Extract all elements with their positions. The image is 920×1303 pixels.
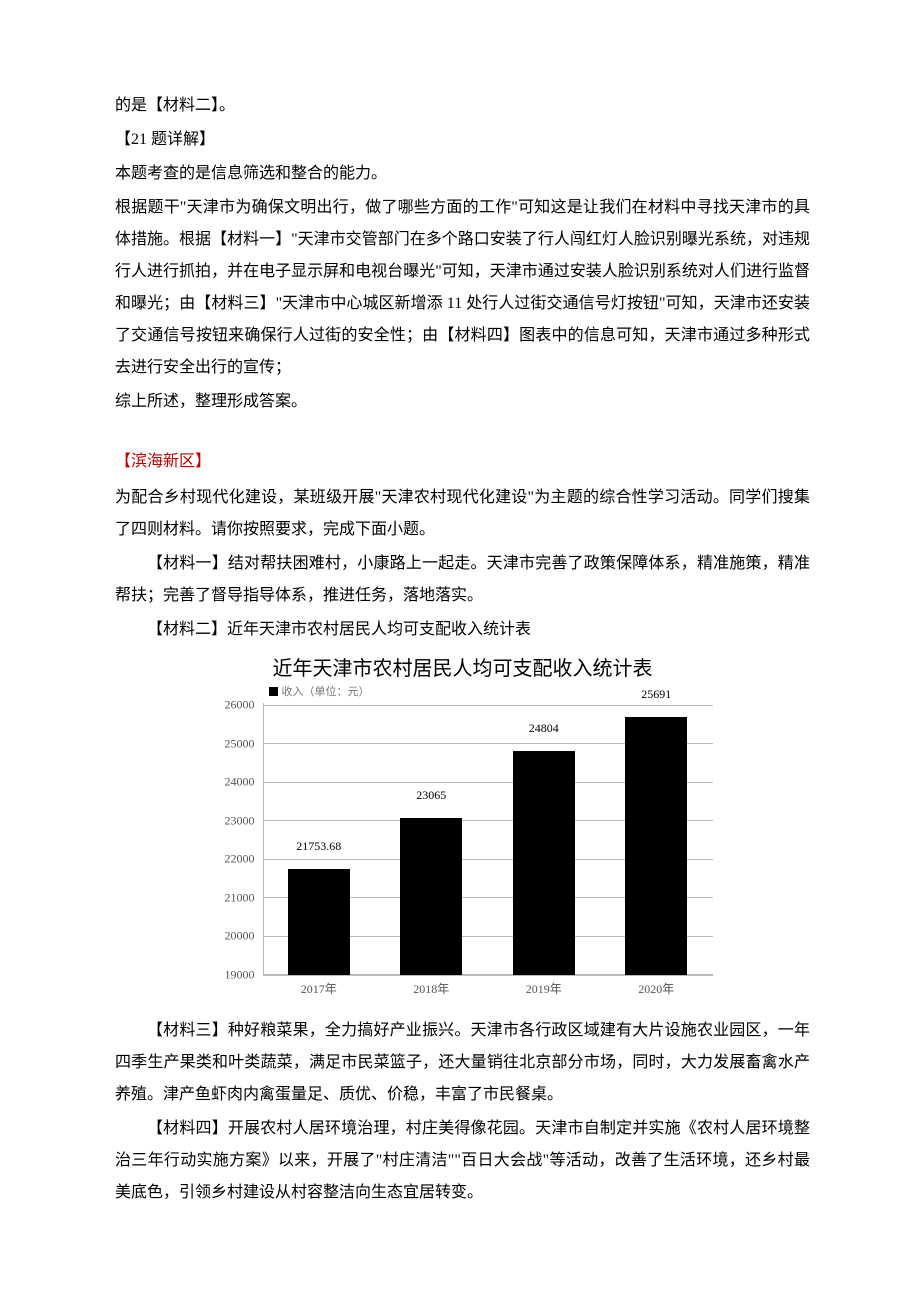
y-gridline xyxy=(263,705,713,706)
chart-plot-area: 收入（单位：元） 1900020000210002200023000240002… xyxy=(263,685,713,1005)
x-category-label: 2017年 xyxy=(301,980,337,997)
bar-value-label: 21753.68 xyxy=(296,839,341,854)
y-tick-label: 25000 xyxy=(205,736,255,751)
material-4: 【材料四】开展农村人居环境治理，村庄美得像花园。天津市自制定并实施《农村人居环境… xyxy=(115,1113,810,1209)
y-tick-label: 26000 xyxy=(205,698,255,713)
materials-block-2: 【材料三】种好粮菜果，全力搞好产业振兴。天津市各行政区域建有大片设施农业园区，一… xyxy=(115,1015,810,1209)
chart-legend: 收入（单位：元） xyxy=(269,683,370,699)
material-1: 【材料一】结对帮扶困难村，小康路上一起走。天津市完善了政策保障体系，精准施策，精… xyxy=(115,548,810,612)
y-tick-label: 20000 xyxy=(205,929,255,944)
bar xyxy=(288,869,350,975)
legend-swatch-icon xyxy=(269,687,278,696)
intro-line-2: 本题考查的是信息筛选和整合的能力。 xyxy=(115,158,810,190)
x-category-label: 2018年 xyxy=(413,980,449,997)
intro-line-1: 【21 题详解】 xyxy=(115,124,810,156)
chart-title: 近年天津市农村居民人均可支配收入统计表 xyxy=(203,652,723,681)
material-2-label: 【材料二】近年天津市农村居民人均可支配收入统计表 xyxy=(115,614,810,646)
bar xyxy=(513,751,575,975)
y-tick-label: 21000 xyxy=(205,890,255,905)
preamble: 为配合乡村现代化建设，某班级开展"天津农村现代化建设"为主题的综合性学习活动。同… xyxy=(115,482,810,546)
bar xyxy=(625,717,687,975)
x-category-label: 2019年 xyxy=(526,980,562,997)
district-header: 【滨海新区】 xyxy=(115,446,810,478)
intro-line-0: 的是【材料二】。 xyxy=(115,90,810,122)
y-tick-label: 23000 xyxy=(205,813,255,828)
bar-value-label: 25691 xyxy=(641,687,671,702)
y-tick-label: 19000 xyxy=(205,968,255,983)
materials-block: 【材料一】结对帮扶困难村，小康路上一起走。天津市完善了政策保障体系，精准施策，精… xyxy=(115,548,810,646)
x-category-label: 2020年 xyxy=(638,980,674,997)
material-3: 【材料三】种好粮菜果，全力搞好产业振兴。天津市各行政区域建有大片设施农业园区，一… xyxy=(115,1015,810,1111)
legend-label: 收入（单位：元） xyxy=(282,683,370,699)
intro-line-4: 综上所述，整理形成答案。 xyxy=(115,386,810,418)
y-tick-label: 22000 xyxy=(205,852,255,867)
y-tick-label: 24000 xyxy=(205,775,255,790)
chart-container: 近年天津市农村居民人均可支配收入统计表 收入（单位：元） 19000200002… xyxy=(115,652,810,1005)
bar-value-label: 23065 xyxy=(416,788,446,803)
bar xyxy=(400,818,462,975)
bar-value-label: 24804 xyxy=(529,721,559,736)
intro-line-3: 根据题干"天津市为确保文明出行，做了哪些方面的工作"可知这是让我们在材料中寻找天… xyxy=(115,192,810,384)
